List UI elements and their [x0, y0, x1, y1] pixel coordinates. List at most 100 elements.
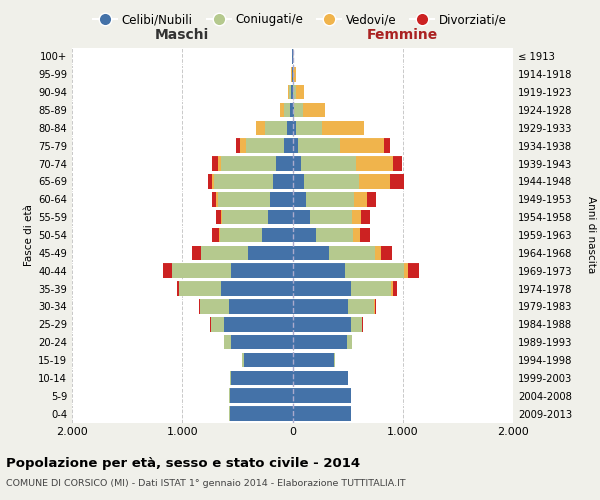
Bar: [242, 352, 244, 368]
Bar: [391, 281, 393, 296]
Bar: [351, 281, 391, 296]
Bar: [334, 352, 335, 368]
Bar: [284, 138, 293, 153]
Bar: [214, 174, 272, 188]
Bar: [248, 246, 293, 260]
Bar: [179, 281, 221, 296]
Bar: [347, 299, 374, 314]
Bar: [293, 102, 294, 118]
Bar: [217, 192, 218, 206]
Bar: [361, 210, 370, 224]
Bar: [236, 138, 239, 153]
Bar: [293, 406, 351, 421]
Bar: [304, 174, 359, 188]
Bar: [293, 120, 296, 135]
Text: Femmine: Femmine: [367, 28, 439, 42]
Bar: [293, 210, 310, 224]
Bar: [375, 246, 381, 260]
Bar: [289, 85, 292, 100]
Bar: [208, 174, 212, 188]
Bar: [293, 138, 298, 153]
Bar: [246, 138, 284, 153]
Bar: [293, 317, 351, 332]
Bar: [211, 317, 224, 332]
Bar: [212, 228, 220, 242]
Text: Maschi: Maschi: [155, 28, 209, 42]
Bar: [199, 299, 200, 314]
Bar: [408, 264, 419, 278]
Bar: [271, 192, 293, 206]
Bar: [224, 317, 293, 332]
Bar: [272, 174, 293, 188]
Bar: [293, 388, 351, 403]
Bar: [293, 67, 296, 82]
Bar: [276, 156, 293, 171]
Bar: [222, 210, 268, 224]
Bar: [231, 370, 293, 385]
Text: Popolazione per età, sesso e stato civile - 2014: Popolazione per età, sesso e stato civil…: [6, 458, 360, 470]
Bar: [329, 246, 375, 260]
Bar: [301, 156, 356, 171]
Legend: Celibi/Nubili, Coniugati/e, Vedovi/e, Divorziati/e: Celibi/Nubili, Coniugati/e, Vedovi/e, Di…: [89, 8, 511, 31]
Bar: [212, 156, 218, 171]
Bar: [216, 210, 221, 224]
Bar: [256, 120, 265, 135]
Bar: [288, 85, 289, 100]
Bar: [294, 102, 302, 118]
Bar: [351, 317, 362, 332]
Bar: [212, 174, 214, 188]
Bar: [302, 102, 325, 118]
Bar: [201, 246, 248, 260]
Bar: [360, 228, 370, 242]
Bar: [287, 120, 293, 135]
Bar: [306, 192, 354, 206]
Bar: [393, 156, 401, 171]
Bar: [280, 102, 284, 118]
Bar: [367, 192, 376, 206]
Bar: [292, 85, 293, 100]
Bar: [221, 281, 293, 296]
Bar: [231, 335, 293, 349]
Bar: [239, 138, 246, 153]
Bar: [229, 299, 293, 314]
Bar: [290, 102, 293, 118]
Bar: [353, 228, 360, 242]
Bar: [293, 264, 346, 278]
Bar: [221, 156, 276, 171]
Y-axis label: Anni di nascita: Anni di nascita: [586, 196, 596, 274]
Bar: [381, 246, 392, 260]
Bar: [284, 102, 290, 118]
Bar: [265, 120, 287, 135]
Bar: [374, 299, 376, 314]
Bar: [310, 210, 352, 224]
Bar: [356, 156, 393, 171]
Bar: [316, 228, 353, 242]
Bar: [224, 335, 231, 349]
Bar: [244, 352, 293, 368]
Bar: [293, 299, 347, 314]
Bar: [296, 85, 304, 100]
Bar: [212, 192, 217, 206]
Bar: [262, 228, 293, 242]
Bar: [293, 228, 316, 242]
Bar: [230, 406, 293, 421]
Bar: [296, 120, 322, 135]
Bar: [404, 264, 408, 278]
Text: COMUNE DI CORSICO (MI) - Dati ISTAT 1° gennaio 2014 - Elaborazione TUTTITALIA.IT: COMUNE DI CORSICO (MI) - Dati ISTAT 1° g…: [6, 479, 406, 488]
Bar: [163, 264, 172, 278]
Bar: [293, 174, 304, 188]
Bar: [231, 264, 293, 278]
Bar: [293, 370, 347, 385]
Y-axis label: Fasce di età: Fasce di età: [24, 204, 34, 266]
Bar: [359, 174, 389, 188]
Bar: [340, 138, 384, 153]
Bar: [293, 85, 296, 100]
Bar: [230, 388, 293, 403]
Bar: [293, 281, 351, 296]
Bar: [384, 138, 389, 153]
Bar: [200, 299, 229, 314]
Bar: [218, 156, 221, 171]
Bar: [389, 174, 404, 188]
Bar: [393, 281, 397, 296]
Bar: [293, 352, 334, 368]
